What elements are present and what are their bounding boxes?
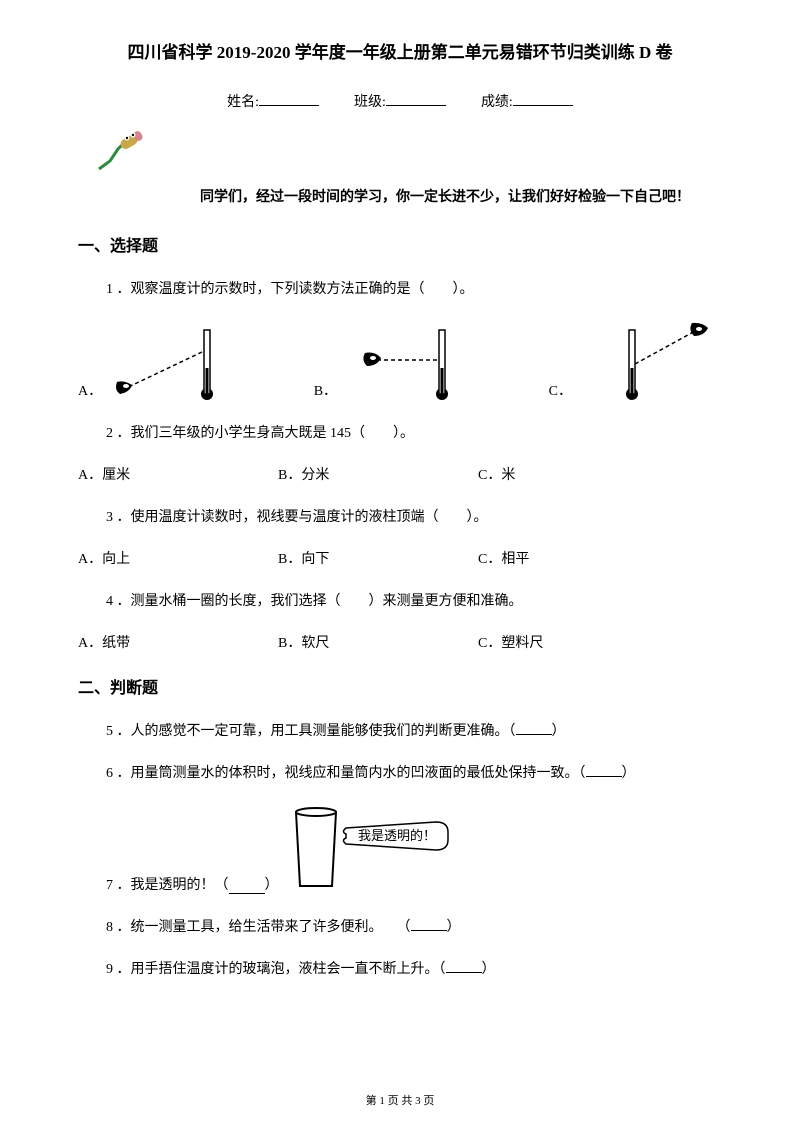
q9-blank [446,961,482,973]
q1-option-c: C． [549,320,722,400]
question-5: 5 ．人的感觉不一定可靠，用工具测量能够使我们的判断更准确。（ ） [78,720,722,740]
q2-option-c: C．米 [478,464,678,484]
q9-text: 9 ．用手捂住温度计的玻璃泡，液柱会一直不断上升。（ [106,962,446,977]
page-title: 四川省科学 2019-2020 学年度一年级上册第二单元易错环节归类训练 D 卷 [78,38,722,63]
q4-option-b: B．软尺 [278,632,478,652]
question-4-options: A．纸带 B．软尺 C．塑料尺 [78,632,722,652]
question-2: 2 ．我们三年级的小学生身高大既是 145（ ）。 [78,422,722,442]
q7-blank [229,882,265,894]
section-1-header: 一、选择题 [78,232,722,256]
q1-option-a: A． [78,320,252,400]
q1-b-label: B． [314,380,337,400]
q5-blank [516,723,552,735]
thermometer-look-level-icon [337,320,487,400]
question-1-images: A． B． C． [78,320,722,400]
page-footer: 第 1 页 共 3 页 [0,1092,800,1108]
question-9: 9 ．用手捂住温度计的玻璃泡，液柱会一直不断上升。（ ） [78,958,722,978]
class-blank [386,92,446,106]
score-blank [513,92,573,106]
q5-end: ） [552,724,566,739]
class-label: 班级: [354,95,386,110]
section-2-header: 二、判断题 [78,674,722,698]
score-label: 成绩: [481,95,513,110]
q8-text: 8 ．统一测量工具，给生活带来了许多便利。 （ [106,920,411,935]
q4-option-a: A．纸带 [78,632,278,652]
question-8: 8 ．统一测量工具，给生活带来了许多便利。 （ ） [78,916,722,936]
q8-end: ） [447,920,461,935]
q8-blank [411,919,447,931]
question-7-row: 7 ．我是透明的！（ ） 我是透明的！ [78,804,722,894]
q2-option-b: B．分米 [278,464,478,484]
question-3-options: A．向上 B．向下 C．相平 [78,548,722,568]
q2-option-a: A．厘米 [78,464,278,484]
student-info-line: 姓名: 班级: 成绩: [78,91,722,111]
encouragement-text: 同学们，经过一段时间的学习，你一定长进不少，让我们好好检验一下自己吧！ [78,186,722,206]
q1-a-label: A． [78,380,102,400]
question-4: 4 ．测量水桶一圈的长度，我们选择（ ）来测量更方便和准确。 [78,590,722,610]
thermometer-look-down-icon [572,320,722,400]
q1-c-label: C． [549,380,572,400]
q3-option-a: A．向上 [78,548,278,568]
q4-option-c: C．塑料尺 [478,632,678,652]
pencil-icon [96,129,722,178]
q7-text: 7 ．我是透明的！（ [106,874,229,894]
thermometer-look-up-icon [102,320,252,400]
transparent-cup-icon: 我是透明的！ [286,804,466,894]
q6-text: 6 ．用量筒测量水的体积时，视线应和量筒内水的凹液面的最低处保持一致。（ [106,766,586,781]
name-blank [259,92,319,106]
q3-option-b: B．向下 [278,548,478,568]
q3-option-c: C．相平 [478,548,678,568]
question-1: 1 ．观察温度计的示数时，下列读数方法正确的是（ ）。 [78,278,722,298]
question-2-options: A．厘米 B．分米 C．米 [78,464,722,484]
question-3: 3 ．使用温度计读数时，视线要与温度计的液柱顶端（ ）。 [78,506,722,526]
name-label: 姓名: [227,95,259,110]
q6-end: ） [622,766,636,781]
q9-end: ） [482,962,496,977]
q6-blank [586,765,622,777]
q5-text: 5 ．人的感觉不一定可靠，用工具测量能够使我们的判断更准确。（ [106,724,516,739]
q1-option-b: B． [314,320,487,400]
question-6: 6 ．用量筒测量水的体积时，视线应和量筒内水的凹液面的最低处保持一致。（ ） [78,762,722,782]
q7-end: ） [265,874,279,894]
cup-bubble-text: 我是透明的！ [358,828,436,843]
